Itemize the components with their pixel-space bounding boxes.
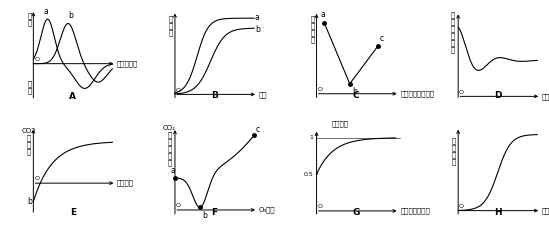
Text: O: O	[176, 88, 181, 93]
Text: D: D	[494, 91, 501, 100]
Text: 时间: 时间	[542, 207, 549, 214]
Text: a: a	[43, 7, 48, 16]
Text: O: O	[176, 203, 181, 208]
Text: 抑
制: 抑 制	[27, 80, 31, 94]
Text: b: b	[27, 197, 32, 206]
Text: a: a	[321, 10, 325, 19]
Text: 1: 1	[310, 135, 313, 140]
Text: 相
对
量: 相 对 量	[169, 15, 173, 36]
Text: 个体比例: 个体比例	[332, 121, 349, 127]
Text: 0.5: 0.5	[304, 172, 313, 177]
Text: b: b	[255, 25, 260, 34]
Text: 害
虫
数
量: 害 虫 数 量	[311, 15, 315, 43]
Text: G: G	[352, 208, 360, 217]
Text: O: O	[459, 204, 464, 209]
Text: 狗进食后时间: 狗进食后时间	[542, 93, 549, 100]
Text: 生长素浓度: 生长素浓度	[117, 60, 138, 67]
Text: C: C	[353, 91, 360, 100]
Text: O: O	[34, 176, 39, 182]
Text: 杂合子自交代数: 杂合子自交代数	[400, 208, 430, 214]
Text: H: H	[494, 208, 501, 217]
Text: O: O	[317, 87, 322, 92]
Text: F: F	[211, 208, 217, 217]
Text: c: c	[380, 34, 384, 43]
Text: b: b	[68, 11, 73, 20]
Text: A: A	[69, 92, 76, 101]
Text: a: a	[170, 166, 175, 175]
Text: 时间: 时间	[259, 91, 267, 98]
Text: 种
群
密
度: 种 群 密 度	[451, 137, 456, 165]
Text: CO₂
释
放
相
对
量: CO₂ 释 放 相 对 量	[163, 125, 176, 166]
Text: E: E	[70, 208, 76, 217]
Text: 某
激
素
中
含
量: 某 激 素 中 含 量	[451, 11, 455, 53]
Text: 施用同一农药次数: 施用同一农药次数	[400, 90, 434, 97]
Text: CO2
吸
收
量: CO2 吸 收 量	[21, 128, 36, 155]
Text: O: O	[459, 90, 464, 95]
Text: c: c	[256, 125, 260, 134]
Text: O: O	[317, 205, 322, 209]
Text: 促
进: 促 进	[27, 12, 31, 26]
Text: b: b	[352, 87, 357, 96]
Text: O: O	[34, 57, 39, 62]
Text: O₃浓度: O₃浓度	[259, 207, 276, 213]
Text: 光照强度: 光照强度	[117, 180, 134, 187]
Text: b: b	[202, 211, 207, 220]
Text: B: B	[211, 92, 218, 101]
Text: a: a	[255, 13, 260, 22]
